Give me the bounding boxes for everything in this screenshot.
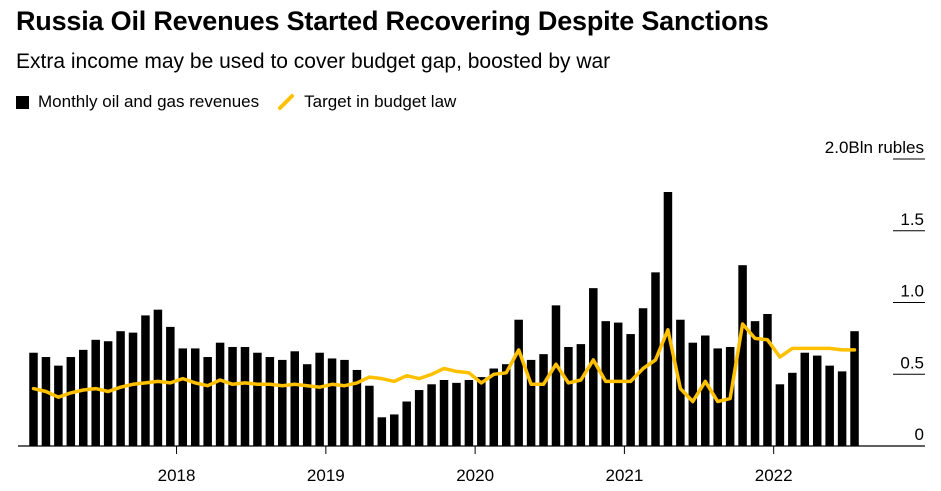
bar-38: [501, 364, 511, 446]
bar-24: [327, 358, 337, 446]
bar-58: [750, 321, 760, 446]
bar-2: [54, 365, 63, 446]
legend-line-swatch: [278, 94, 295, 110]
bar-18: [253, 352, 262, 446]
bar-42: [551, 305, 561, 446]
bar-32: [427, 384, 436, 446]
x-tick-label-4: 2022: [755, 466, 793, 485]
bar-31: [414, 390, 424, 446]
legend-item-revenues: Monthly oil and gas revenues: [16, 92, 259, 112]
bar-47: [613, 322, 623, 446]
chart-title: Russia Oil Revenues Started Recovering D…: [16, 6, 769, 36]
bar-66: [850, 331, 859, 446]
legend-bar-swatch: [16, 95, 29, 109]
bar-45: [589, 288, 598, 446]
bar-43: [564, 346, 573, 446]
bar-21: [290, 351, 299, 446]
y-tick-label-2: 1.0: [900, 282, 924, 301]
bar-34: [452, 382, 461, 446]
bar-29: [390, 414, 399, 446]
bar-63: [812, 355, 822, 446]
bar-3: [66, 357, 76, 446]
y-tick-label-4: 2.0Bln rubles: [825, 138, 924, 157]
bar-30: [402, 401, 411, 446]
y-tick-label-0: 0: [915, 425, 924, 444]
bar-60: [775, 384, 785, 446]
bar-39: [514, 319, 523, 446]
bar-9: [141, 315, 150, 446]
legend-label-revenues: Monthly oil and gas revenues: [38, 92, 260, 111]
bar-65: [837, 371, 847, 446]
legend-label-target: Target in budget law: [304, 92, 457, 111]
bar-4: [79, 349, 88, 446]
bar-55: [713, 348, 722, 446]
bar-57: [738, 265, 747, 446]
chart-subtitle: Extra income may be used to cover budget…: [16, 50, 611, 73]
x-tick-label-3: 2021: [605, 466, 643, 485]
y-tick-label-1: 0.5: [900, 353, 924, 372]
bar-25: [340, 359, 349, 446]
bar-61: [788, 372, 797, 446]
bar-5: [91, 339, 100, 446]
bar-48: [626, 334, 635, 446]
bar-26: [352, 369, 362, 446]
bar-22: [302, 364, 312, 446]
bar-23: [315, 352, 324, 446]
x-tick-label-1: 2019: [307, 466, 345, 485]
bar-62: [800, 352, 810, 446]
bar-44: [576, 344, 586, 446]
bar-8: [128, 332, 138, 446]
x-tick-label-2: 2020: [456, 466, 494, 485]
bar-20: [278, 359, 287, 446]
bar-14: [203, 357, 212, 446]
bar-13: [190, 348, 200, 446]
bar-17: [240, 346, 250, 446]
bar-11: [166, 326, 175, 446]
bar-33: [439, 379, 449, 446]
bar-19: [265, 357, 275, 446]
bar-40: [526, 359, 536, 446]
bar-37: [489, 368, 499, 446]
bar-0: [29, 352, 38, 446]
y-tick-label-3: 1.5: [900, 210, 924, 229]
bar-64: [825, 365, 834, 446]
bar-36: [477, 377, 486, 446]
bar-12: [178, 348, 188, 446]
bar-28: [377, 417, 387, 446]
bar-6: [103, 341, 113, 446]
bar-46: [601, 321, 610, 446]
bar-1: [41, 357, 51, 446]
bar-10: [153, 309, 163, 446]
legend-item-target: Target in budget law: [277, 92, 456, 112]
bar-35: [464, 379, 474, 446]
bar-15: [215, 342, 225, 446]
chart-legend: Monthly oil and gas revenues Target in b…: [16, 90, 474, 114]
bar-49: [638, 308, 648, 446]
bar-51: [663, 192, 673, 446]
x-tick-label-0: 2018: [158, 466, 196, 485]
bar-53: [688, 342, 698, 446]
bar-41: [539, 354, 548, 446]
bar-59: [763, 313, 772, 446]
bar-54: [701, 335, 710, 446]
bar-27: [365, 385, 374, 446]
target-line-series: [31, 322, 857, 404]
bar-16: [228, 346, 237, 446]
